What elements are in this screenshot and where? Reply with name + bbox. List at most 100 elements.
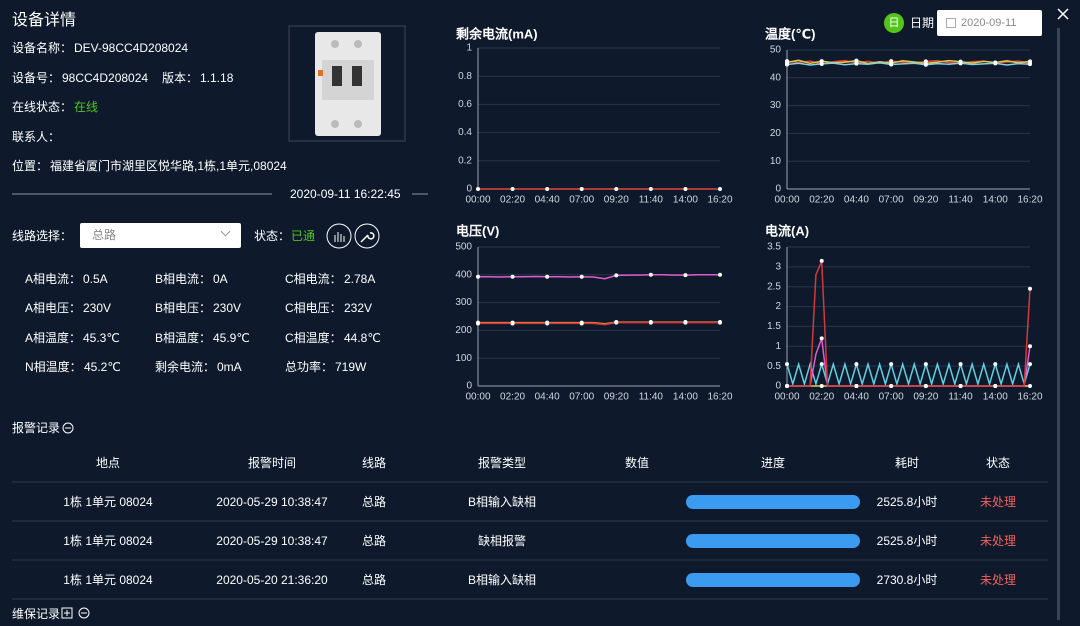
x-tick-label: 02:20 [500,392,525,403]
metric-label: C相电压： [285,301,342,315]
data-point [889,62,894,67]
table-cell: B相输入缺相 [467,495,537,509]
table-cell: 总路 [361,573,387,587]
table-cell: 2020-05-20 21:36:20 [216,573,328,587]
x-tick-label: 00:00 [774,195,799,206]
data-point [718,187,722,191]
data-point [993,384,998,388]
data-point [1028,62,1032,67]
data-point [993,384,998,388]
data-point [545,274,550,279]
data-point [510,274,515,279]
data-point [819,336,824,341]
data-point [958,61,963,66]
data-point [785,62,789,67]
line-select-label: 线路选择： [12,229,73,243]
table-cell: 2730.8小时 [876,573,938,587]
x-tick-label: 04:40 [844,392,869,403]
data-point [819,61,824,66]
data-point [854,384,859,388]
data-point [648,320,653,325]
y-tick-label: 0 [466,381,472,392]
data-point [579,187,584,191]
data-point [785,60,789,65]
x-tick-label: 07:00 [879,195,904,206]
x-tick-label: 07:00 [879,392,904,403]
x-tick-label: 11:40 [948,392,973,403]
metric-label: B相电压： [155,301,212,315]
table-header: 耗时 [894,456,920,470]
metric-value: 45.2℃ [84,360,121,374]
progress-track [686,534,860,548]
y-tick-label: 2 [775,301,781,312]
metric-label: B相电流： [155,272,212,286]
data-point [614,320,619,325]
data-point [993,61,998,66]
date-input[interactable]: 2020-09-11 [937,10,1042,36]
data-point [510,321,515,326]
device-image [288,25,406,142]
metric-value: 230V [213,301,242,315]
table-cell: 1栋 1单元 08024 [63,534,153,548]
data-point [958,59,963,64]
y-tick-label: 0.2 [458,155,472,166]
metric-label: 总功率： [285,360,334,374]
close-icon[interactable] [1057,8,1069,20]
info-label: 设备名称： [12,41,73,55]
maintenance-title: 维保记录 [12,607,61,621]
y-tick-label: 0.4 [458,127,472,138]
data-point [958,384,963,388]
table-header: 状态 [985,456,1011,470]
data-point [718,272,722,277]
data-point [819,59,824,64]
data-point [683,273,688,278]
data-point [614,320,619,325]
tool-button[interactable] [354,223,380,249]
chart-title: 剩余电流(mA) [456,26,538,41]
table-cell: 缺相报警 [477,534,527,548]
data-point [683,320,688,325]
data-point [579,321,584,326]
x-tick-label: 09:20 [913,195,938,206]
data-point [648,272,653,277]
table-cell: 总路 [361,534,387,548]
y-tick-label: 50 [770,45,782,56]
data-point [1028,362,1032,367]
y-tick-label: 0 [466,184,472,195]
metric-value: 719W [335,360,367,374]
table-cell: 2020-05-29 10:38:47 [216,534,328,548]
info-label: 位置： [12,159,49,173]
table-cell: 未处理 [979,495,1017,509]
y-tick-label: 40 [770,72,782,83]
scrollbar[interactable] [1057,28,1060,620]
x-tick-label: 07:00 [569,195,594,206]
hand-button[interactable] [326,223,352,249]
data-point [683,320,688,325]
data-point [545,187,550,191]
line-select[interactable]: 总路 [80,223,241,248]
table-cell: 总路 [361,495,387,509]
metric-label: A相温度： [25,331,82,345]
collapse-icon[interactable] [62,422,74,434]
data-point [923,384,928,388]
data-point [819,384,824,388]
data-point [819,61,824,66]
data-point [854,60,859,65]
y-tick-label: 3 [775,261,781,272]
x-tick-label: 11:40 [948,195,973,206]
y-tick-label: 3.5 [767,242,781,253]
y-tick-label: 0 [775,381,781,392]
metric-value: 230V [83,301,112,315]
data-point [889,362,894,367]
x-tick-label: 02:20 [809,392,834,403]
data-point [889,384,894,388]
y-tick-label: 200 [455,325,472,336]
metric-value: 44.8℃ [344,331,381,345]
status-value: 已通 [291,229,316,243]
table-header: 报警时间 [247,456,297,470]
x-tick-label: 09:20 [913,392,938,403]
data-point [579,274,584,279]
maintenance-icons[interactable] [61,607,90,619]
table-header: 报警类型 [477,456,527,470]
series-line [786,59,1031,65]
